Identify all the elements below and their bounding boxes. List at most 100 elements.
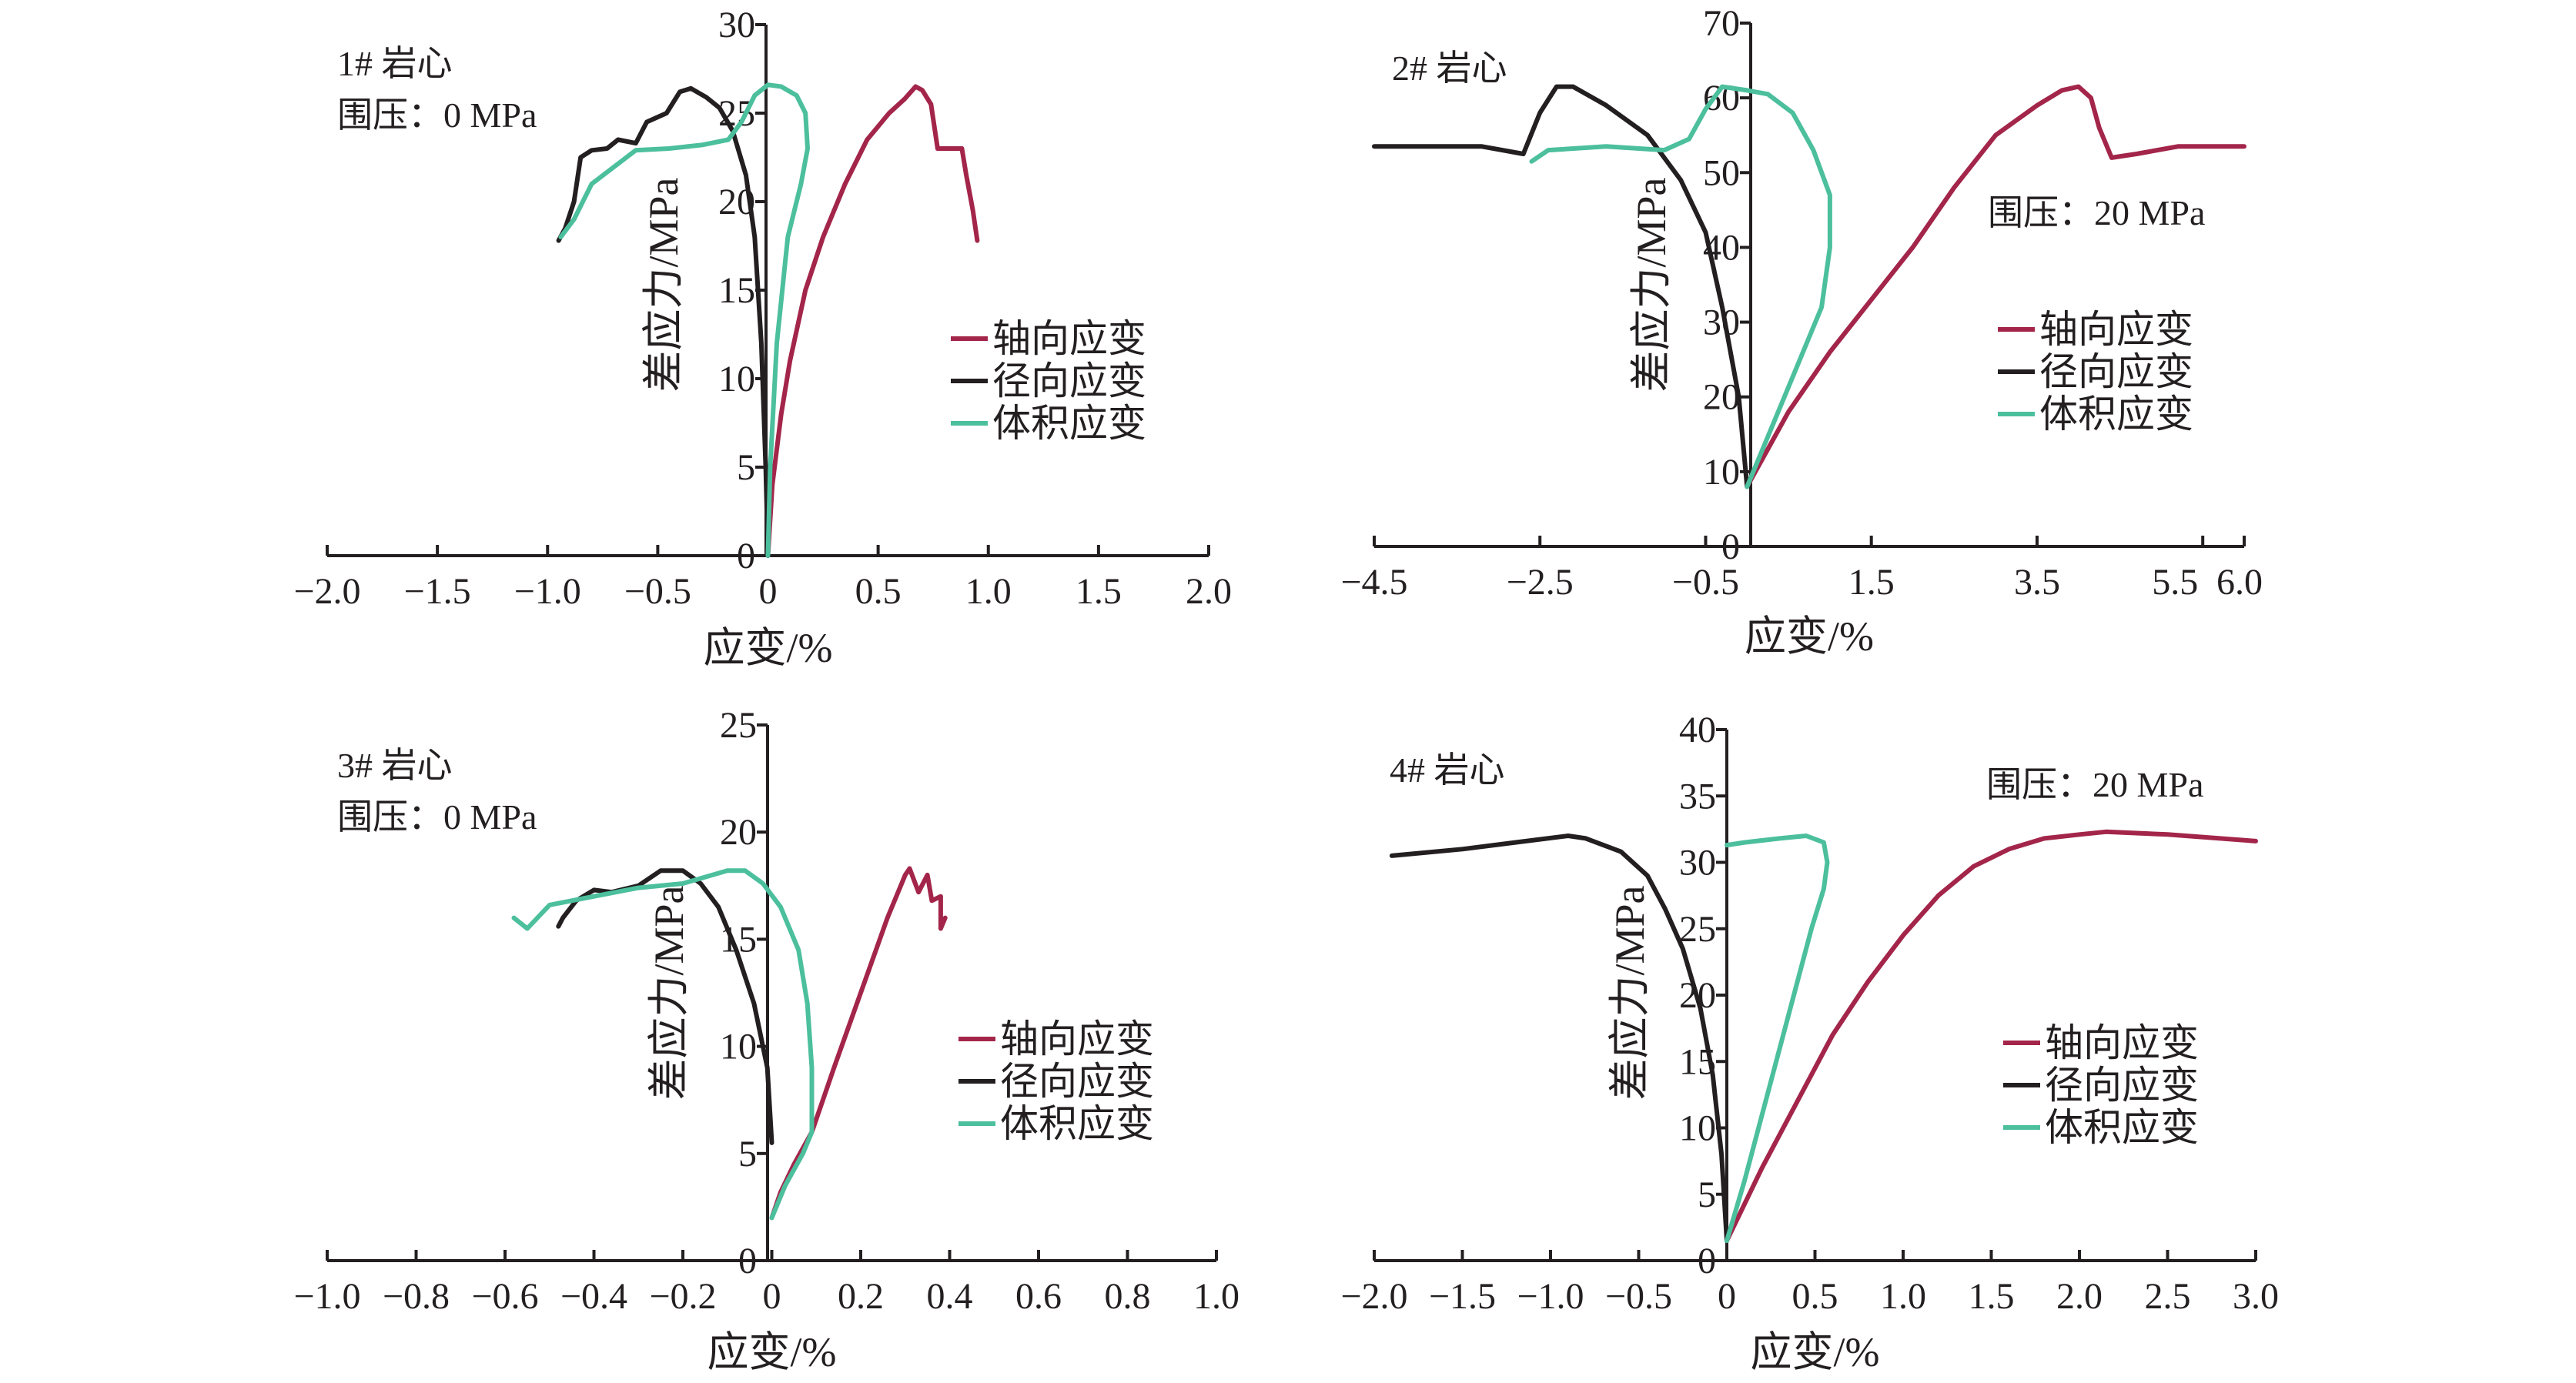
x-tick-label: −0.5 bbox=[1672, 562, 1739, 603]
y-tick-label: 0 bbox=[1721, 526, 1740, 567]
legend-label: 体积应变 bbox=[2039, 393, 2193, 436]
core-label: 1# 岩心 bbox=[337, 44, 453, 83]
y-tick-label: 5 bbox=[737, 447, 755, 488]
y-tick-label: 5 bbox=[738, 1134, 757, 1174]
core-label: 4# 岩心 bbox=[1390, 750, 1505, 790]
series-line-2 bbox=[1372, 84, 1750, 489]
chart-panel-2: −4.5 −2.5 −0.5 1.5 3.5 5.5 6.0010203040506070应… bbox=[1340, 3, 2263, 660]
confining-pressure-label: 围压：20 MPa bbox=[1986, 765, 2203, 804]
series-line-1 bbox=[765, 84, 980, 558]
series-line-3 bbox=[1529, 84, 1832, 489]
y-tick-label: 50 bbox=[1703, 152, 1740, 193]
x-tick-label: 0 bbox=[759, 571, 778, 612]
core-label: 3# 岩心 bbox=[337, 746, 453, 785]
x-tick-label: 2.5 bbox=[2145, 1276, 2191, 1317]
x-tick-label: 3.5 bbox=[2014, 562, 2060, 603]
y-tick-label: 70 bbox=[1703, 3, 1740, 44]
x-tick-label: 0.2 bbox=[838, 1276, 884, 1317]
x-tick-label: −1.0 bbox=[1517, 1276, 1584, 1317]
y-tick-label: 0 bbox=[1698, 1241, 1716, 1281]
confining-pressure-label: 围压：20 MPa bbox=[1988, 193, 2205, 232]
legend-label: 轴向应变 bbox=[992, 317, 1146, 360]
x-axis-title: 应变/% bbox=[1745, 613, 1874, 660]
y-tick-label: 10 bbox=[720, 1027, 757, 1067]
legend-label: 径向应变 bbox=[992, 359, 1146, 403]
x-tick-label: 0.4 bbox=[927, 1276, 973, 1317]
y-tick-label: 25 bbox=[1679, 909, 1716, 950]
x-tick-label: −0.6 bbox=[471, 1276, 538, 1317]
x-tick-label: 1.0 bbox=[1880, 1276, 1926, 1317]
x-tick-label: 2.0 bbox=[1186, 571, 1232, 612]
x-axis-title: 应变/% bbox=[708, 1329, 837, 1375]
x-tick-label: −0.8 bbox=[383, 1276, 450, 1317]
x-tick-label: −0.5 bbox=[1605, 1276, 1672, 1317]
x-tick-label: 1.5 bbox=[1848, 562, 1895, 603]
legend-label: 轴向应变 bbox=[1000, 1017, 1154, 1061]
x-tick-label: −0.2 bbox=[649, 1276, 716, 1317]
x-tick-label: −0.4 bbox=[560, 1276, 627, 1317]
legend-label: 轴向应变 bbox=[2045, 1021, 2199, 1064]
y-tick-label: 0 bbox=[738, 1241, 757, 1281]
x-tick-label: 0.6 bbox=[1015, 1276, 1062, 1317]
x-tick-label: 2.0 bbox=[2056, 1276, 2103, 1317]
x-tick-label: 3.0 bbox=[2233, 1276, 2279, 1317]
x-tick-label: −1.5 bbox=[1429, 1276, 1496, 1317]
x-tick-label: −1.5 bbox=[404, 571, 471, 612]
y-tick-label: 30 bbox=[718, 5, 755, 45]
x-tick-label: 1.0 bbox=[965, 571, 1012, 612]
x-axis-title: 应变/% bbox=[704, 625, 833, 671]
y-axis-title: 差应力/MPa bbox=[641, 177, 687, 392]
x-tick-label: 0.5 bbox=[855, 571, 902, 612]
y-tick-label: 20 bbox=[720, 812, 757, 853]
chart-panel-1: −2.0 −1.5 −1.0 −0.5 0 0.5 1.0 1.5 2.005101520253… bbox=[293, 5, 1232, 671]
legend-label: 轴向应变 bbox=[2039, 308, 2193, 351]
x-tick-label: −1.0 bbox=[514, 571, 581, 612]
x-tick-label: −2.5 bbox=[1507, 562, 1574, 603]
legend-label: 径向应变 bbox=[2039, 350, 2193, 393]
series-line-3 bbox=[558, 82, 810, 558]
series-line-3 bbox=[511, 868, 815, 1221]
y-tick-label: 60 bbox=[1703, 78, 1740, 119]
x-tick-label: 0 bbox=[763, 1276, 781, 1317]
x-tick-label: −0.5 bbox=[624, 571, 691, 612]
x-tick-label: −1.0 bbox=[293, 1276, 360, 1317]
series-line-2 bbox=[1389, 833, 1729, 1244]
chart-panel-3: −1.0 −0.8 −0.6 −0.4 −0.2 0 0.2 0.4 0.6 0.8 1.0 0 5 10… bbox=[293, 705, 1239, 1375]
y-tick-label: 10 bbox=[1679, 1108, 1716, 1149]
legend-label: 径向应变 bbox=[2045, 1064, 2199, 1107]
y-axis-title: 差应力/MPa bbox=[1628, 177, 1674, 392]
y-tick-label: 10 bbox=[718, 359, 755, 399]
x-tick-label: 1.5 bbox=[1969, 1276, 2015, 1317]
x-tick-label: 0.8 bbox=[1105, 1276, 1151, 1317]
core-label: 2# 岩心 bbox=[1392, 48, 1507, 88]
legend-label: 体积应变 bbox=[1000, 1102, 1154, 1145]
confining-pressure-label: 围压：0 MPa bbox=[337, 95, 537, 135]
y-tick-label: 30 bbox=[1679, 843, 1716, 884]
y-tick-label: 20 bbox=[1703, 377, 1740, 418]
y-tick-label: 25 bbox=[720, 705, 757, 746]
x-tick-label: −4.5 bbox=[1340, 562, 1407, 603]
chart-panel-4: −2.0 −1.5 −1.0 −0.5 0 0.5 1.0 1.5 2.0 2.5 3.005101… bbox=[1340, 710, 2279, 1375]
x-tick-label: 6.0 bbox=[2216, 562, 2263, 603]
confining-pressure-label: 围压：0 MPa bbox=[337, 797, 537, 837]
y-tick-label: 0 bbox=[737, 536, 755, 576]
series-line-1 bbox=[769, 866, 948, 1221]
series-line-3 bbox=[1725, 833, 1830, 1244]
y-tick-label: 35 bbox=[1679, 776, 1716, 817]
y-tick-label: 40 bbox=[1679, 710, 1716, 750]
y-tick-label: 10 bbox=[1703, 452, 1740, 493]
x-tick-label: 0 bbox=[1718, 1276, 1736, 1317]
series-line-2 bbox=[556, 85, 771, 558]
legend-label: 体积应变 bbox=[992, 402, 1146, 445]
legend-label: 径向应变 bbox=[1000, 1060, 1154, 1103]
legend-label: 体积应变 bbox=[2045, 1106, 2199, 1149]
x-tick-label: −2.0 bbox=[1340, 1276, 1407, 1317]
series-line-1 bbox=[1725, 829, 2258, 1244]
x-tick-label: −2.0 bbox=[293, 571, 360, 612]
x-tick-label: 1.5 bbox=[1076, 571, 1122, 612]
y-tick-label: 15 bbox=[718, 270, 755, 311]
series-line-1 bbox=[1745, 84, 2246, 489]
y-tick-label: 5 bbox=[1698, 1174, 1716, 1215]
x-tick-label: 0.5 bbox=[1792, 1276, 1838, 1317]
